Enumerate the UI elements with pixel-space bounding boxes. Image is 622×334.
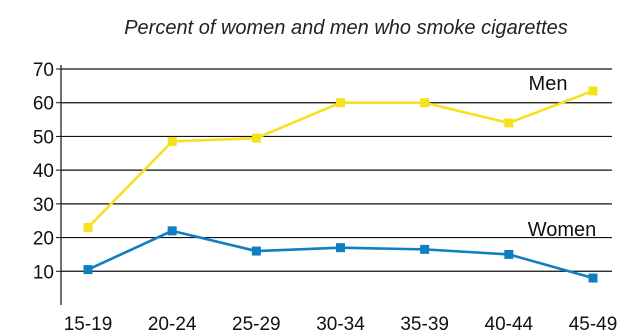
chart-title: Percent of women and men who smoke cigar… — [124, 17, 568, 39]
x-tick-label: 20-24 — [148, 314, 197, 334]
data-point-men — [83, 222, 93, 232]
y-tick-label: 20 — [33, 229, 54, 250]
data-point-women — [504, 249, 514, 259]
y-tick-label: 40 — [33, 161, 54, 182]
data-point-women — [83, 265, 93, 275]
x-tick-label: 25-29 — [232, 314, 281, 334]
data-point-women — [251, 246, 261, 256]
x-tick-label: 35-39 — [400, 314, 449, 334]
data-point-women — [588, 273, 598, 283]
y-tick-label: 70 — [33, 60, 54, 81]
series-markers — [83, 86, 598, 283]
data-point-women — [336, 243, 345, 253]
series-labels: Men Women — [528, 73, 597, 241]
data-point-women — [420, 244, 430, 254]
y-tick-label: 60 — [33, 94, 54, 115]
y-tick-label: 30 — [33, 195, 54, 216]
data-point-men — [504, 118, 514, 128]
data-point-men — [336, 98, 345, 108]
data-point-men — [251, 133, 261, 143]
x-tick-label: 15-19 — [64, 314, 113, 334]
data-point-women — [167, 226, 177, 236]
y-tick-label: 50 — [33, 127, 54, 148]
x-tick-label: 40-44 — [485, 314, 534, 334]
y-axis — [56, 65, 62, 305]
data-point-men — [420, 98, 430, 108]
data-point-men — [167, 136, 177, 146]
x-tick-labels: 15-19 20-24 25-29 30-34 35-39 40-44 45-49 — [64, 314, 618, 334]
y-tick-labels: 10 20 30 40 50 60 70 — [33, 60, 54, 283]
series-label-men: Men — [529, 73, 568, 95]
series-line-men — [87, 89, 594, 229]
x-tick-label: 30-34 — [316, 314, 365, 334]
data-point-men — [588, 86, 598, 96]
x-tick-label: 45-49 — [569, 314, 618, 334]
series-label-women: Women — [528, 219, 597, 241]
y-tick-label: 10 — [33, 262, 54, 283]
